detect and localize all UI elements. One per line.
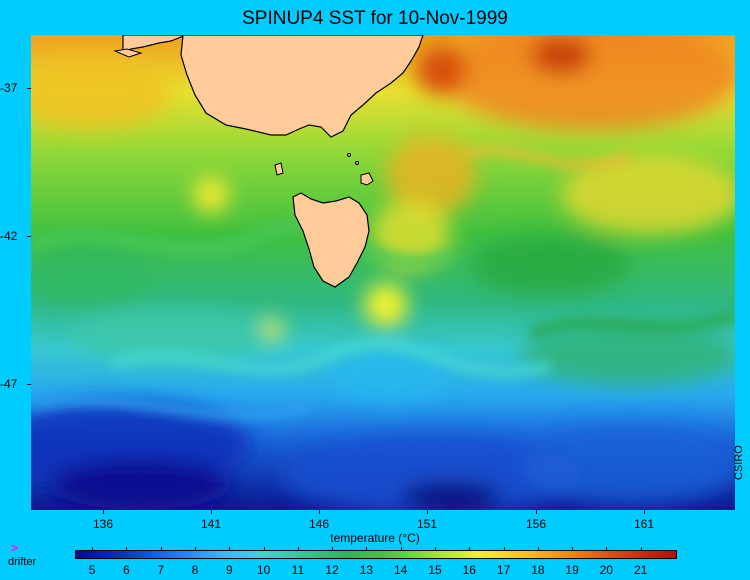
colorbar-tick-label: 20 xyxy=(599,563,614,577)
colorbar-tick-mark xyxy=(640,547,642,550)
x-tick-mark xyxy=(644,510,645,514)
y-tick-mark xyxy=(27,384,31,385)
x-tick-label: 136 xyxy=(92,517,114,531)
colorbar-tick-label: 15 xyxy=(428,563,442,577)
colorbar-tick-label: 8 xyxy=(191,563,199,577)
colorbar-tick-label: 7 xyxy=(157,563,165,577)
colorbar-tick-mark xyxy=(503,547,505,550)
sst-eddies xyxy=(31,35,735,510)
x-tick-label: 141 xyxy=(200,517,222,531)
y-tick-label: -37 xyxy=(0,81,18,95)
x-tick-label: 156 xyxy=(525,517,547,531)
temperature-colorbar xyxy=(75,550,677,559)
colorbar-tick-label: 13 xyxy=(359,563,374,577)
y-tick-label: -47 xyxy=(0,377,18,391)
colorbar-tick-label: 21 xyxy=(634,563,648,577)
colorbar-tick-mark xyxy=(297,547,299,550)
colorbar-tick-mark xyxy=(126,547,128,550)
colorbar-tick-mark xyxy=(229,547,231,550)
bass-strait-islands xyxy=(274,153,374,186)
colorbar-tick-label: 12 xyxy=(325,563,339,577)
x-tick-label: 146 xyxy=(308,517,330,531)
colorbar-tick-label: 14 xyxy=(394,563,408,577)
colorbar-tick-label: 18 xyxy=(531,563,545,577)
colorbar-tick-label: 11 xyxy=(291,563,305,577)
x-tick-label: 151 xyxy=(416,517,438,531)
x-tick-mark xyxy=(536,510,537,514)
x-tick-mark xyxy=(427,510,428,514)
colorbar-tick-label: 9 xyxy=(225,563,233,577)
drifter-icon: > xyxy=(11,541,19,555)
colorbar-tick-label: 5 xyxy=(88,563,96,577)
colorbar-tick-mark xyxy=(400,547,402,550)
colorbar-tick-mark xyxy=(435,547,436,550)
y-tick-label: -42 xyxy=(0,229,18,243)
drifter-label: drifter xyxy=(8,556,37,568)
sst-filaments xyxy=(31,144,735,421)
colorbar-tick-mark xyxy=(469,547,471,550)
x-tick-mark xyxy=(103,510,104,514)
x-tick-mark xyxy=(319,510,320,514)
colorbar-tick-mark xyxy=(332,547,334,550)
sst-map[interactable] xyxy=(31,35,735,510)
colorbar-tick-mark xyxy=(366,547,368,550)
colorbar-tick-label: 16 xyxy=(462,563,476,577)
colorbar-tick-label: 19 xyxy=(565,563,579,577)
colorbar-tick-label: 10 xyxy=(256,563,271,577)
colorbar-tick-mark xyxy=(160,547,162,550)
kangaroo-island xyxy=(113,48,143,58)
colorbar-tick-mark xyxy=(537,547,539,550)
colorbar-tick-mark xyxy=(92,547,94,550)
credit-label: CSIRO xyxy=(733,445,745,480)
colorbar-tick-label: 6 xyxy=(123,563,130,577)
colorbar-label: temperature (°C) xyxy=(330,531,420,545)
colorbar-tick-mark xyxy=(263,547,265,550)
tasmania-land xyxy=(292,192,370,288)
y-tick-mark xyxy=(27,88,31,89)
colorbar-tick-mark xyxy=(195,547,196,550)
x-tick-mark xyxy=(211,510,212,514)
colorbar-tick-label: 17 xyxy=(496,563,511,577)
colorbar-tick-mark xyxy=(572,547,574,550)
x-tick-label: 161 xyxy=(633,517,655,531)
sst-field xyxy=(31,35,735,510)
y-tick-mark xyxy=(27,236,31,237)
colorbar-tick-mark xyxy=(606,547,608,550)
chart-title: SPINUP4 SST for 10-Nov-1999 xyxy=(242,8,508,29)
